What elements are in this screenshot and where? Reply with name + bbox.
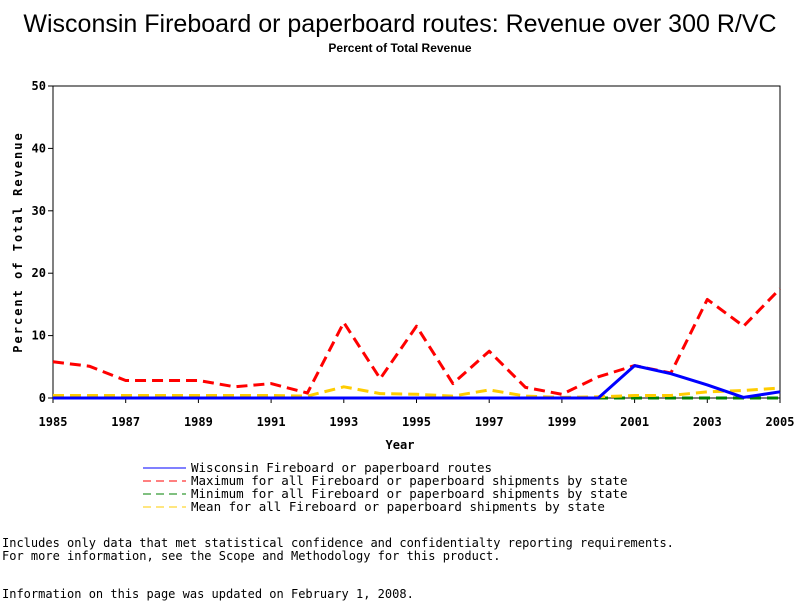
- y-axis-label: Percent of Total Revenue: [11, 131, 25, 352]
- footnote-confidence: Includes only data that met statistical …: [2, 536, 674, 550]
- y-tick-label: 40: [32, 141, 46, 155]
- footnote-methodology: For more information, see the Scope and …: [2, 549, 501, 563]
- x-tick-label: 2001: [620, 415, 649, 429]
- x-axis: 1985 1987 1989 1991 1993 1995 1997 1999 2001 2003…: [39, 398, 795, 429]
- x-tick-label: 1995: [402, 415, 431, 429]
- series-lines: [52, 287, 782, 400]
- y-tick-label: 0: [39, 391, 46, 405]
- x-tick-label: 1997: [475, 415, 504, 429]
- x-tick-label: 2005: [766, 415, 795, 429]
- mean-series-line: [53, 385, 781, 399]
- legend-item-minimum-label: Minimum for all Fireboard or paperboard …: [191, 486, 628, 501]
- x-tick-label: 1993: [329, 415, 358, 429]
- x-axis-label: Year: [386, 438, 415, 452]
- legend-item-wisconsin-label: Wisconsin Fireboard or paperboard routes: [191, 460, 492, 475]
- footnote-updated: Information on this page was updated on …: [2, 587, 414, 601]
- y-axis: 0 10 20 30 40 50: [32, 79, 53, 405]
- plot-area-frame: [52, 85, 781, 399]
- x-tick-label: 1999: [547, 415, 576, 429]
- wisconsin-series-line: [53, 364, 781, 400]
- x-tick-label: 1985: [39, 415, 68, 429]
- legend-item-maximum-label: Maximum for all Fireboard or paperboard …: [191, 473, 628, 488]
- chart-title: Wisconsin Fireboard or paperboard routes…: [23, 10, 776, 38]
- x-tick-label: 1989: [184, 415, 213, 429]
- y-tick-label: 20: [32, 266, 46, 280]
- y-tick-label: 10: [32, 329, 46, 343]
- x-tick-label: 1991: [257, 415, 286, 429]
- chart-subtitle: Percent of Total Revenue: [328, 41, 471, 55]
- x-tick-label: 1987: [111, 415, 140, 429]
- legend: Wisconsin Fireboard or paperboard routes…: [143, 460, 628, 514]
- legend-item-mean-label: Mean for all Fireboard or paperboard shi…: [191, 499, 605, 514]
- x-tick-label: 2003: [693, 415, 722, 429]
- y-tick-label: 50: [32, 79, 46, 93]
- y-tick-label: 30: [32, 204, 46, 218]
- maximum-series-line: [52, 287, 782, 396]
